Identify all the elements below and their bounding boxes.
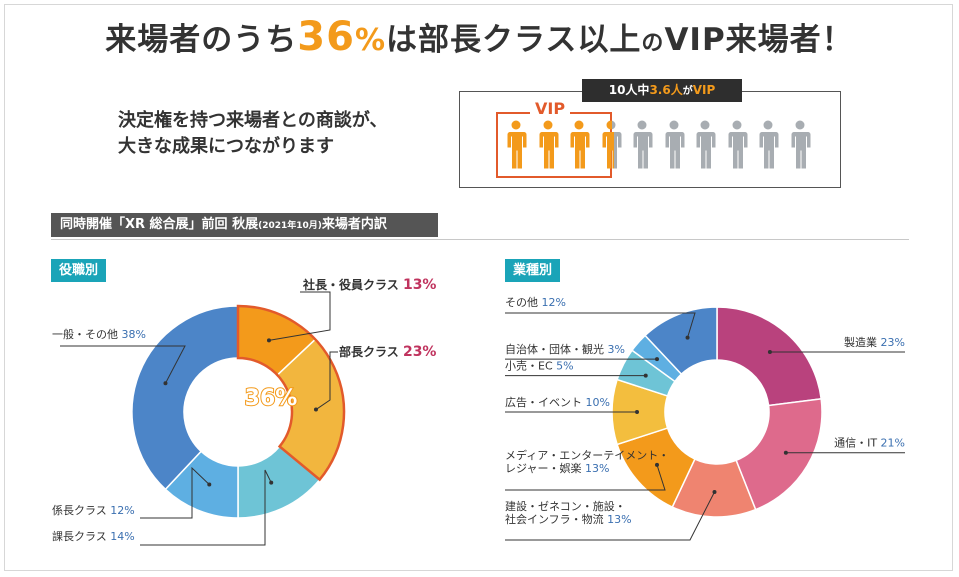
leader-line — [268, 291, 331, 341]
headline-part1: 来場者のうち — [105, 22, 298, 58]
headline-particle: の — [641, 31, 665, 56]
slice-label-line2: 社会インフラ・物流 13% — [505, 512, 632, 526]
person-icon — [633, 120, 653, 169]
section-title-date: (2021年10月) — [258, 221, 322, 231]
donut-slice — [644, 306, 718, 376]
person-icon — [791, 120, 810, 169]
slice-label: 製造業 23% — [844, 335, 905, 349]
slice-label: 通信・IT 21% — [834, 437, 905, 450]
person-icon — [570, 120, 590, 169]
chart-title-position: 役職別 — [51, 259, 107, 282]
vip-tag-prefix: 10人中 — [608, 83, 650, 97]
headline-percent-unit: % — [354, 23, 387, 58]
slice-label: 社長・役員クラス 13% — [302, 277, 436, 293]
person-icon — [539, 120, 558, 169]
vip-tag-suffix: VIP — [692, 83, 716, 97]
slice-label: 一般・その他 38% — [52, 328, 146, 341]
leader-line — [315, 351, 338, 410]
vip-tag-value: 3.6人 — [649, 83, 683, 97]
leader-line — [505, 464, 666, 491]
slice-label: その他 12% — [505, 296, 566, 309]
vip-tag-mid: が — [682, 86, 693, 97]
leader-line — [505, 491, 715, 541]
leader-line — [140, 469, 272, 546]
slice-label-line1: 建設・ゼネコン・施設・ — [505, 499, 626, 513]
slice-label-line2: レジャー・娯楽 13% — [505, 461, 609, 475]
subtitle-line1: 決定権を持つ来場者との商談が、 — [118, 110, 388, 131]
leader-line — [505, 312, 696, 338]
vip-ratio-tag: 10人中3.6人がVIP — [582, 79, 742, 102]
leader-line — [60, 345, 186, 384]
donut-slice — [716, 306, 823, 407]
vip-label: VIP — [530, 100, 571, 118]
headline-part3: VIP来場者！ — [664, 22, 854, 58]
headline-part2: は部長クラス以上 — [386, 22, 642, 58]
section-title-bar: 同時開催「XR 総合展」前回 秋展(2021年10月)来場者内訳 — [51, 213, 438, 237]
slice-label: 課長クラス 14% — [52, 529, 135, 543]
person-icon — [696, 120, 716, 169]
donut-slice — [131, 305, 239, 491]
section-title-end: 来場者内訳 — [321, 217, 387, 232]
person-icon — [602, 120, 621, 169]
person-icon — [665, 120, 684, 169]
chart-title-industry: 業種別 — [505, 259, 561, 282]
slice-label: 小売・EC 5% — [505, 360, 574, 373]
headline: 来場者のうち36%は部長クラス以上のVIP来場者！ — [0, 14, 959, 60]
person-icon — [728, 120, 747, 169]
vip-slice-outline — [236, 304, 346, 482]
leader-line — [140, 466, 210, 519]
section-title-main: 同時開催「XR 総合展」前回 秋展 — [60, 217, 259, 232]
section-divider — [51, 239, 909, 240]
subtitle: 決定権を持つ来場者との商談が、 大きな成果につながります — [118, 108, 387, 160]
slice-label: 部長クラス 23% — [339, 344, 436, 360]
slice-label: 自治体・団体・観光 3% — [505, 342, 625, 356]
subtitle-line2: 大きな成果につながります — [118, 136, 334, 157]
donut-slice — [735, 398, 823, 511]
slice-label: 広告・イベント 10% — [505, 396, 610, 409]
center-vip-percent: 36% — [245, 386, 298, 411]
slice-label-line1: メディア・エンターテイメント・ — [505, 448, 669, 462]
headline-percent: 36 — [297, 14, 355, 60]
person-icon — [759, 120, 779, 169]
slice-label: 係長クラス 12% — [52, 504, 135, 517]
person-icon — [507, 120, 527, 169]
